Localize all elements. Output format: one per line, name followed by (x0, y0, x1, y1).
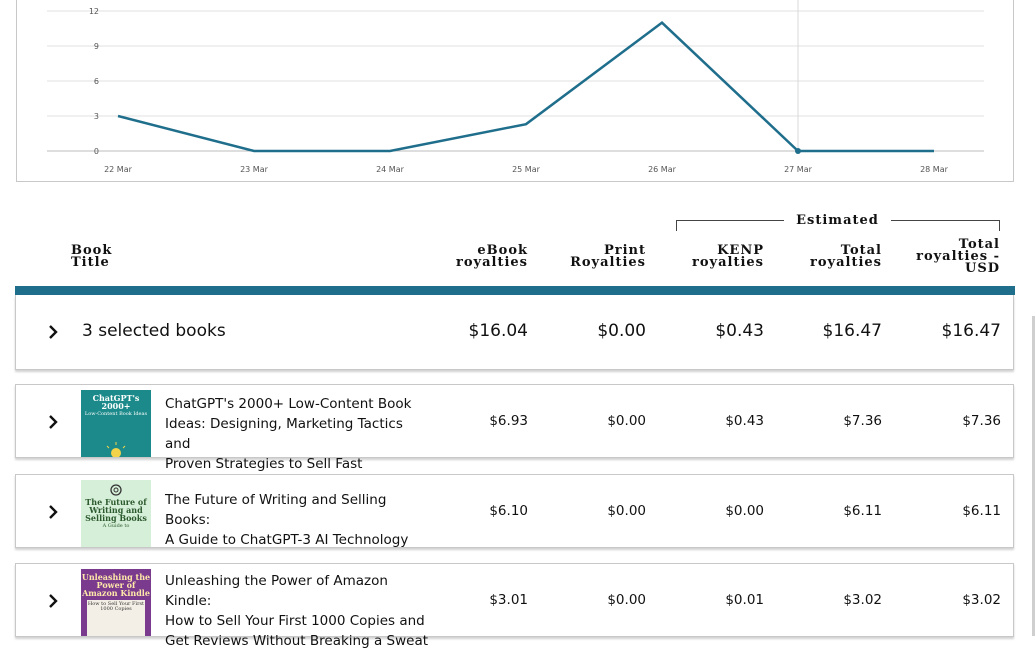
summary-ebook: $16.04 (468, 321, 528, 341)
lightbulb-icon (106, 442, 126, 457)
y-tick-label: 6 (94, 77, 99, 86)
x-tick-label: 25 Mar (512, 165, 541, 174)
cover-title: The Future of Writing and Selling Books (85, 497, 147, 523)
x-tick-label: 28 Mar (920, 165, 949, 174)
book-ebook: $3.01 (489, 592, 528, 608)
book-print: $0.00 (607, 503, 646, 519)
y-tick-label: 9 (94, 42, 99, 51)
estimated-bracket-tick-right (999, 220, 1000, 231)
col-header-kenp: KENP royalties (692, 243, 764, 270)
col-header-total: Total royalties (810, 243, 882, 270)
book-kenp: $0.00 (725, 503, 764, 519)
chevron-right-icon[interactable] (45, 324, 61, 340)
book-title-line: Unleashing the Power of Amazon Kindle: (165, 573, 388, 609)
estimated-bracket-right (891, 220, 1000, 221)
book-title-line: How to Sell Your First 1000 Copies and (165, 613, 425, 629)
table-header-bar (15, 286, 1015, 295)
estimated-bracket-tick-left (676, 220, 677, 231)
col-header-print: Print Royalties (570, 243, 646, 270)
cover-title: ChatGPT's 2000+ (92, 393, 140, 411)
book-total-usd: $7.36 (962, 413, 1001, 429)
col-header-total-usd: Total royalties - USD (916, 237, 1000, 276)
x-tick-label: 24 Mar (376, 165, 405, 174)
book-print: $0.00 (607, 592, 646, 608)
book-total-usd: $3.02 (962, 592, 1001, 608)
data-point-marker[interactable] (795, 148, 801, 154)
scrollbar[interactable] (1032, 316, 1035, 636)
book-title[interactable]: The Future of Writing and Selling Books:… (165, 490, 430, 550)
y-tick-label: 3 (94, 112, 99, 121)
book-ebook: $6.93 (489, 413, 528, 429)
book-total: $7.36 (843, 413, 882, 429)
cover-inner-panel: How to Sell Your First 1000 Copies (87, 600, 145, 636)
summary-total-usd: $16.47 (941, 321, 1001, 341)
col-header-book-title: Book Title (71, 243, 113, 270)
summary-label: 3 selected books (82, 321, 226, 341)
x-tick-label: 26 Mar (648, 165, 677, 174)
book-total-usd: $6.11 (962, 503, 1001, 519)
chevron-right-icon[interactable] (45, 414, 61, 430)
x-tick-label: 27 Mar (784, 165, 813, 174)
royalties-chart: 0 3 6 9 12 22 Mar 23 Mar 24 Mar 25 Mar 26 Mar 27 M… (16, 0, 1014, 182)
book-row[interactable]: The Future of Writing and Selling Books … (15, 474, 1014, 548)
cover-subtitle: Low-Content Book Ideas (84, 411, 148, 417)
book-title-line: Ideas: Designing, Marketing Tactics and (165, 416, 403, 452)
col-header-ebook: eBook royalties (456, 243, 528, 270)
book-title-line: Get Reviews Without Breaking a Sweat (165, 633, 429, 649)
book-total: $3.02 (843, 592, 882, 608)
book-kenp: $0.01 (725, 592, 764, 608)
book-title[interactable]: Unleashing the Power of Amazon Kindle: H… (165, 571, 430, 651)
book-cover-image: Unleashing the Power of Amazon Kindle Ho… (81, 569, 151, 636)
summary-print: $0.00 (597, 321, 646, 341)
book-row[interactable]: Unleashing the Power of Amazon Kindle Ho… (15, 563, 1014, 649)
summary-row[interactable]: 3 selected books $16.04 $0.00 $0.43 $16.… (15, 295, 1014, 370)
summary-total: $16.47 (822, 321, 882, 341)
estimated-bracket-left (676, 220, 784, 221)
book-title-line: The Future of Writing and Selling Books: (165, 492, 387, 528)
book-ebook: $6.10 (489, 503, 528, 519)
book-title[interactable]: ChatGPT's 2000+ Low-Content Book Ideas: … (165, 394, 430, 474)
estimated-label: Estimated (796, 213, 879, 228)
book-title-line: ChatGPT's 2000+ Low-Content Book (165, 396, 412, 412)
book-kenp: $0.43 (725, 413, 764, 429)
y-tick-label: 0 (94, 147, 99, 156)
book-cover-image: ChatGPT's 2000+ Low-Content Book Ideas (81, 390, 151, 457)
cover-subtitle: A Guide to (102, 523, 130, 529)
book-print: $0.00 (607, 413, 646, 429)
chevron-right-icon[interactable] (45, 504, 61, 520)
book-cover-image: The Future of Writing and Selling Books … (81, 480, 151, 547)
cover-title: Unleashing the Power of Amazon Kindle (81, 572, 151, 598)
x-tick-label: 23 Mar (240, 165, 269, 174)
x-tick-label: 22 Mar (104, 165, 133, 174)
book-total: $6.11 (843, 503, 882, 519)
book-title-line: A Guide to ChatGPT-3 AI Technology (165, 532, 409, 548)
cover-subtitle: How to Sell Your First 1000 Copies (87, 601, 145, 612)
summary-kenp: $0.43 (715, 321, 764, 341)
chevron-right-icon[interactable] (45, 593, 61, 609)
y-tick-label: 12 (89, 7, 99, 16)
series-line (117, 21, 934, 153)
openai-logo-icon (110, 484, 122, 496)
line-chart: 0 3 6 9 12 22 Mar 23 Mar 24 Mar 25 Mar 26 Mar 27 M… (47, 0, 984, 174)
book-title-line: Proven Strategies to Sell Fast (165, 456, 363, 472)
book-row[interactable]: ChatGPT's 2000+ Low-Content Book Ideas C… (15, 384, 1014, 472)
